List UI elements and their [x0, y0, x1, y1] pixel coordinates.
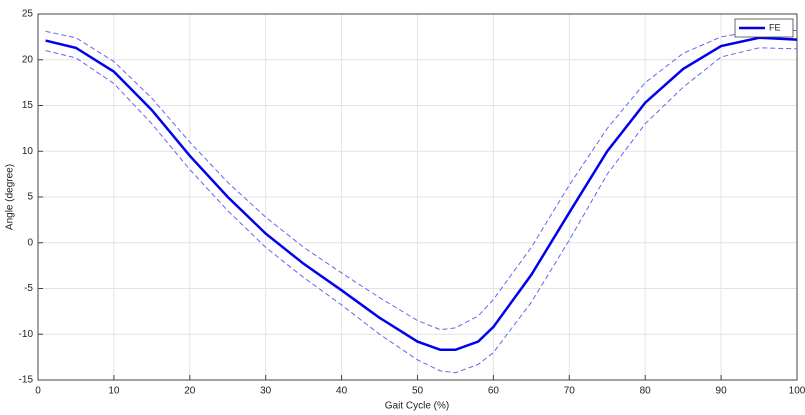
x-tick-label: 20 [184, 386, 196, 397]
series-line [45, 47, 798, 374]
x-tick-label: 80 [640, 386, 652, 397]
x-tick-label: 10 [108, 386, 120, 397]
series-line [45, 36, 798, 352]
y-tick-label: 20 [22, 54, 34, 65]
legend-label: FE [769, 22, 781, 32]
y-tick-label: -5 [24, 283, 33, 294]
y-tick-label: 25 [22, 9, 34, 20]
x-tick-label: 60 [488, 386, 500, 397]
y-tick-label: 10 [22, 146, 34, 157]
x-tick-label: 50 [412, 386, 424, 397]
x-tick-label: 40 [336, 386, 348, 397]
y-tick-label: 5 [27, 192, 33, 203]
x-tick-label: 0 [35, 386, 41, 397]
x-tick-label: 30 [260, 386, 272, 397]
x-tick-label: 100 [789, 386, 805, 397]
y-tick-label: -15 [19, 375, 34, 386]
y-axis-label: Angle (degree) [5, 164, 16, 230]
y-tick-label: 15 [22, 100, 34, 111]
x-tick-label: 90 [716, 386, 728, 397]
y-tick-label: 0 [27, 237, 33, 248]
plot-frame [37, 13, 798, 381]
x-tick-label: 70 [564, 386, 576, 397]
y-tick-label: -10 [19, 329, 34, 340]
x-axis-label: Gait Cycle (%) [385, 401, 449, 412]
